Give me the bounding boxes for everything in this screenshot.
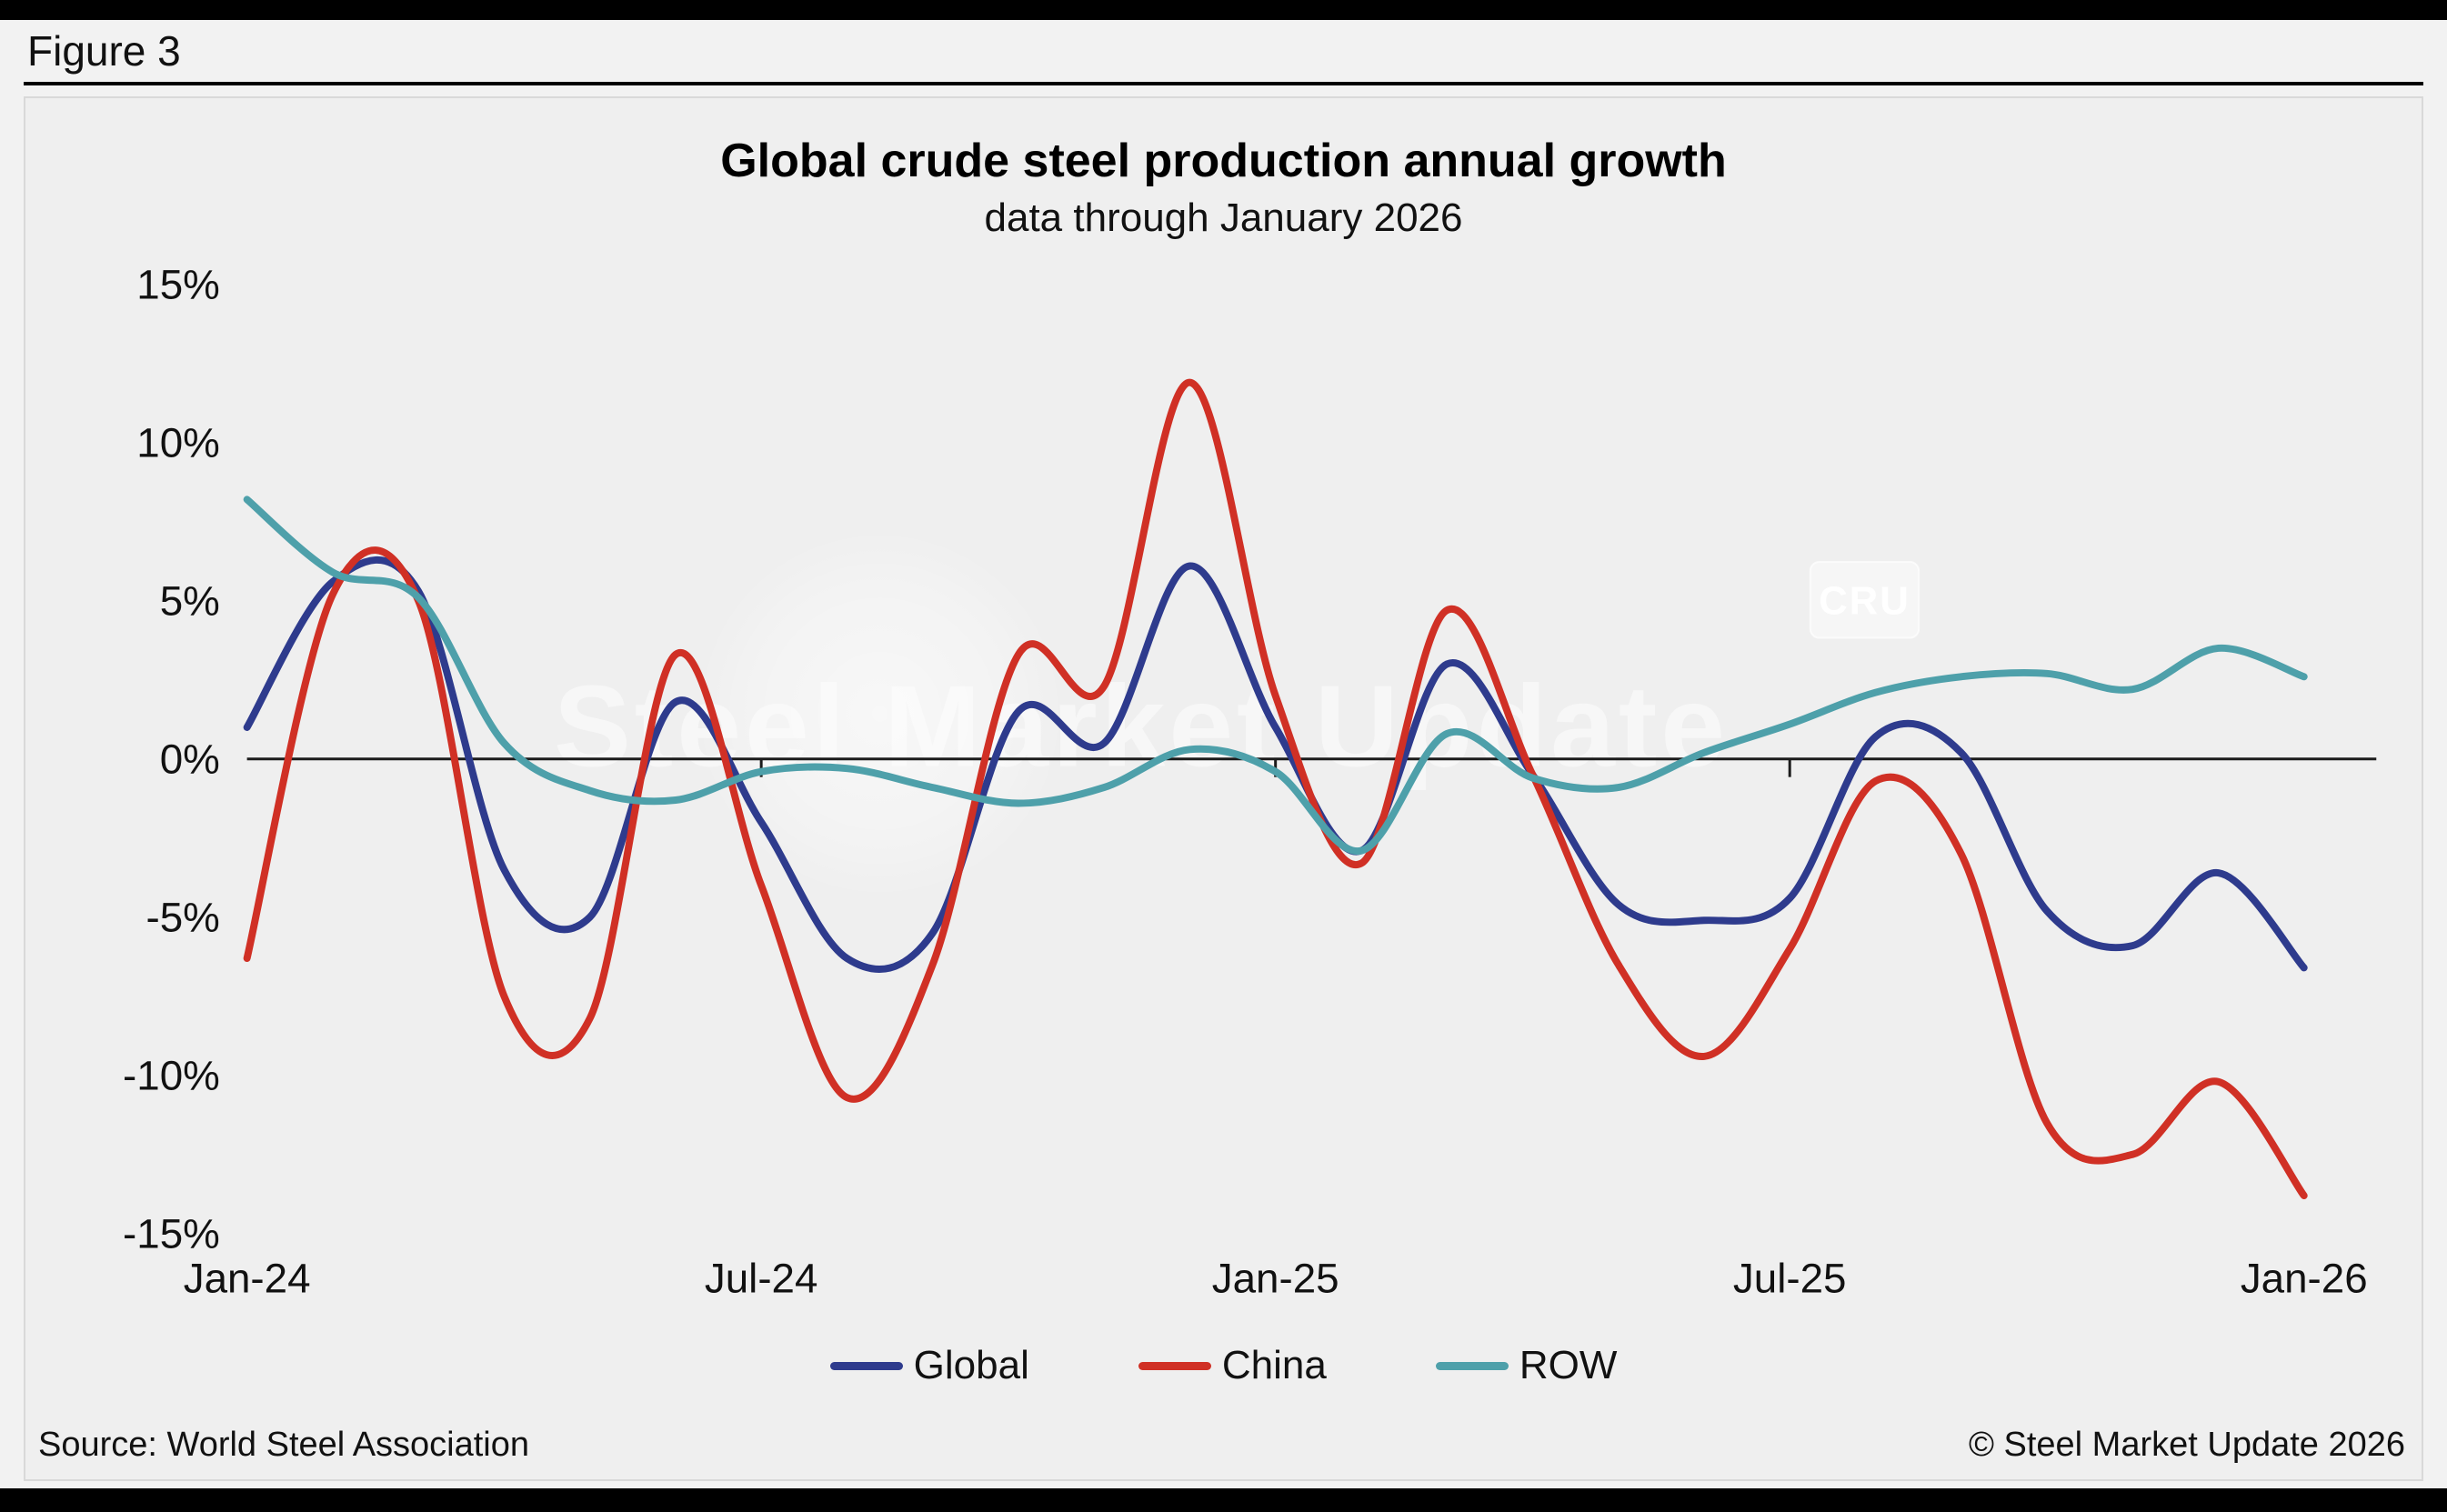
cru-logo: CRU <box>1809 561 1920 639</box>
chart-panel: Global crude steel production annual gro… <box>24 96 2423 1481</box>
legend-item-china: China <box>1138 1343 1327 1388</box>
series-line-china <box>243 378 2308 1200</box>
y-tick-label: 0% <box>160 736 220 783</box>
y-tick-label: 15% <box>136 262 220 308</box>
series-line-row <box>243 496 2308 856</box>
legend: Global China ROW <box>25 1343 2422 1388</box>
y-tick-label: 10% <box>136 420 220 466</box>
figure-label: Figure 3 <box>27 27 181 75</box>
chart-title: Global crude steel production annual gro… <box>720 135 1727 187</box>
header-rule <box>24 82 2423 85</box>
legend-swatch <box>1435 1361 1509 1370</box>
series-line-global <box>243 556 2308 974</box>
x-tick-label: Jul-25 <box>1733 1256 1847 1302</box>
y-tick-label: 5% <box>160 578 220 625</box>
figure-header: Figure 3 <box>0 20 2447 82</box>
source-note: Source: World Steel Association <box>38 1426 530 1464</box>
y-tick-label: -5% <box>145 895 219 941</box>
x-tick-label: Jan-26 <box>2241 1256 2368 1302</box>
legend-swatch <box>1138 1361 1211 1370</box>
x-tick-label: Jul-24 <box>705 1256 818 1302</box>
cru-logo-text: CRU <box>1819 579 1910 624</box>
footer-row: Source: World Steel Association © Steel … <box>25 1426 2422 1479</box>
copyright-note: © Steel Market Update 2026 <box>1968 1426 2405 1464</box>
legend-item-row: ROW <box>1435 1343 1618 1388</box>
legend-swatch <box>829 1361 903 1370</box>
y-tick-label: -10% <box>123 1053 220 1099</box>
x-tick-label: Jan-25 <box>1212 1256 1339 1302</box>
series-layer <box>243 378 2308 1200</box>
legend-item-global: Global <box>829 1343 1029 1388</box>
line-chart: Steel Market Update 15%10%5%0%-5%-10%-15… <box>123 262 2377 1302</box>
axis-layer: 15% 10% 5% 0% -5% -10% -15%Jan-24 Jul-24 Jan-25 J… <box>123 262 2377 1302</box>
chart-subtitle: data through January 2026 <box>984 195 1463 240</box>
legend-label: China <box>1221 1343 1327 1388</box>
bottom-black-bar <box>0 1488 2447 1512</box>
cru-logo-box <box>1809 561 1920 639</box>
top-black-bar <box>0 0 2447 20</box>
x-tick-label: Jan-24 <box>184 1256 311 1302</box>
legend-label: Global <box>913 1343 1029 1388</box>
legend-label: ROW <box>1519 1343 1618 1388</box>
y-tick-label: -15% <box>123 1211 220 1257</box>
